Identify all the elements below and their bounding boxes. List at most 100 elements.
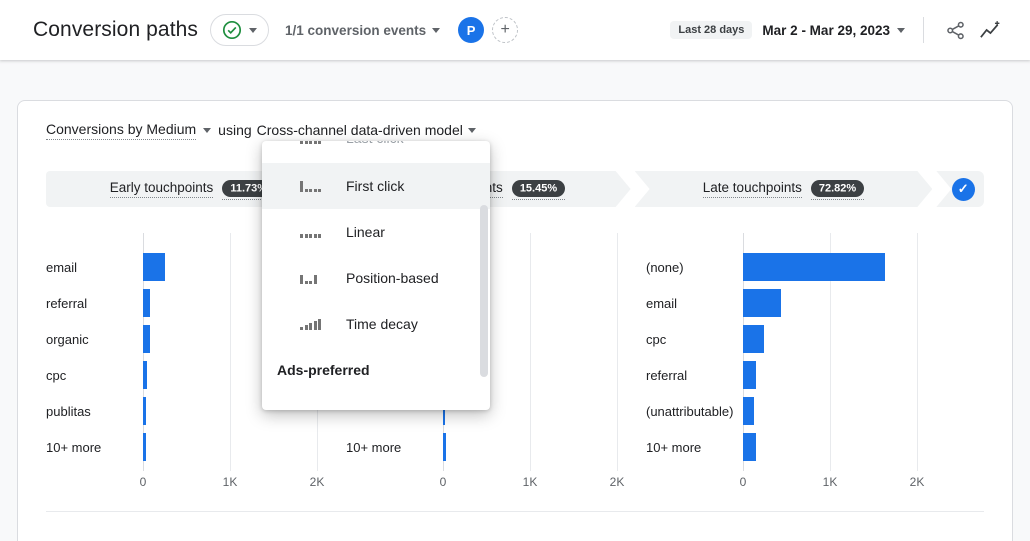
scrollbar-thumb[interactable] [480,205,488,377]
bar[interactable] [143,325,150,353]
bar[interactable] [743,289,782,317]
check-circle-icon: ✓ [951,177,975,201]
segment-label: Late touchpoints [703,180,802,198]
main-area: Conversions by Medium using Cross-channe… [0,60,1030,541]
gridline [230,233,231,471]
bar[interactable] [743,433,757,461]
divider [923,17,924,43]
menu-item-label: First click [346,178,405,194]
category-label: publitas [46,403,91,419]
bar-rows [143,233,336,465]
menu-item-time-decay[interactable]: Time decay [262,301,490,347]
bar-row [743,321,936,357]
charts-row: email referral organic cpc publitas 10+ more … [46,233,984,495]
insights-icon [979,20,999,38]
chevron-down-icon[interactable] [467,127,476,133]
category-label: 10+ more [346,439,402,455]
bar[interactable] [143,397,147,425]
add-comparison-button[interactable]: + [492,17,519,43]
category-label: cpc [46,367,67,383]
x-tick-label: 1K [822,475,838,489]
date-preset-badge: Last 28 days [670,21,753,39]
share-icon [946,21,964,39]
bar[interactable] [743,361,757,389]
category-label: email [46,259,78,275]
bar[interactable] [443,433,446,461]
bar-row [443,393,636,429]
last-click-bars-icon [300,141,322,144]
bar-row [143,321,336,357]
bar-row [443,429,636,465]
chevron-down-icon [897,27,905,33]
time-decay-bars-icon [300,318,322,330]
bar-row [743,357,936,393]
dimension-dropdown[interactable]: Conversions by Medium [46,121,197,140]
menu-item-linear[interactable]: Linear [262,209,490,255]
menu-item-label: Position-based [346,270,439,286]
share-button[interactable] [938,13,972,47]
category-label: 10+ more [46,439,102,455]
bar-row [143,357,336,393]
segment-label: Early touchpoints [110,180,214,198]
first-click-bars-icon [300,180,322,192]
category-label: referral [646,367,688,383]
conversion-events-label: 1/1 conversion events [285,22,427,38]
category-label: (none) [646,259,684,275]
bar[interactable] [743,253,885,281]
chart-plot-area: 0 1K 2K [740,233,936,495]
menu-item-position-based[interactable]: Position-based [262,255,490,301]
bar-row [143,393,336,429]
page-title: Conversion paths [33,18,199,41]
report-status-dropdown[interactable] [210,14,270,46]
attribution-model-dropdown[interactable]: Cross-channel data-driven model [256,122,463,138]
category-label: cpc [646,331,667,347]
menu-section-ads-preferred: Ads-preferred [277,362,370,378]
gridline [830,233,831,471]
avatar[interactable]: P [458,17,485,43]
bar-row [743,285,936,321]
bar-row [743,249,936,285]
conversion-events-dropdown[interactable]: 1/1 conversion events [285,22,441,38]
attribution-model-menu: Last click First click Linear Position-b… [262,141,490,410]
bar[interactable] [143,433,147,461]
menu-item-label: Last click [346,141,404,146]
chevron-down-icon [432,27,441,33]
chevron-down-icon[interactable] [203,127,212,133]
bar[interactable] [143,361,147,389]
linear-bars-icon [300,226,322,238]
gridline [617,233,618,471]
bar-rows [443,233,636,465]
menu-item-first-click[interactable]: First click [262,163,490,209]
x-tick-label: 2K [609,475,625,489]
insights-button[interactable] [972,13,1006,47]
toolbar-connector: using [218,122,252,138]
bar-row [143,429,336,465]
bar-rows [743,233,936,465]
bar[interactable] [143,253,165,281]
segment-percentage-badge: 15.45% [512,180,565,197]
date-range-picker[interactable]: Mar 2 - Mar 29, 2023 [762,23,905,38]
x-tick-label: 2K [309,475,325,489]
bar[interactable] [743,397,754,425]
bar-row [143,249,336,285]
x-tick-label: 1K [222,475,238,489]
x-tick-label: 0 [139,475,147,489]
bar[interactable] [443,397,446,425]
date-range-label: Mar 2 - Mar 29, 2023 [762,22,890,38]
touchpoint-funnel-bar: Early touchpoints 11.73% Mid touchpoints… [46,171,984,207]
gridline [917,233,918,471]
category-label: organic [46,331,89,347]
segment-conversion-check[interactable]: ✓ [936,171,984,207]
check-circle-icon [222,20,242,40]
bar[interactable] [743,325,764,353]
menu-item-label: Time decay [346,316,418,332]
menu-item-last-click-partial[interactable]: Last click [262,141,490,163]
app-header: Conversion paths 1/1 conversion events P… [0,0,1030,60]
x-tick-label: 2K [909,475,925,489]
divider [46,511,984,512]
bar[interactable] [143,289,151,317]
x-tick-label: 0 [439,475,447,489]
category-label: (unattributable) [646,403,734,419]
gridline [530,233,531,471]
segment-late-touchpoints[interactable]: Late touchpoints 72.82% [635,171,933,207]
